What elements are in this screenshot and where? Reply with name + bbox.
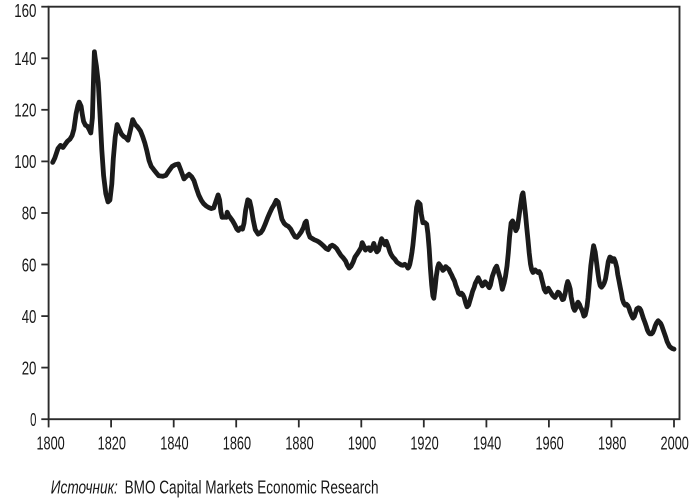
svg-text:100: 100: [14, 151, 36, 172]
svg-text:BMO Capital Markets Economic R: BMO Capital Markets Economic Research: [125, 476, 379, 497]
svg-text:0: 0: [30, 409, 36, 430]
svg-text:1920: 1920: [410, 432, 438, 453]
svg-text:60: 60: [22, 254, 37, 275]
svg-text:1860: 1860: [223, 432, 251, 453]
svg-text:160: 160: [14, 0, 36, 21]
svg-text:1840: 1840: [160, 432, 188, 453]
svg-text:1800: 1800: [36, 432, 64, 453]
svg-text:Источник:: Источник:: [51, 476, 118, 497]
svg-text:1940: 1940: [473, 432, 501, 453]
svg-text:40: 40: [22, 306, 37, 327]
svg-text:2000: 2000: [661, 432, 689, 453]
svg-text:1980: 1980: [598, 432, 626, 453]
svg-text:1820: 1820: [98, 432, 126, 453]
svg-text:1900: 1900: [348, 432, 376, 453]
svg-text:80: 80: [22, 203, 37, 224]
svg-text:1880: 1880: [285, 432, 313, 453]
svg-text:1960: 1960: [535, 432, 563, 453]
svg-text:140: 140: [14, 48, 36, 69]
svg-text:120: 120: [14, 100, 36, 121]
svg-text:20: 20: [22, 357, 37, 378]
